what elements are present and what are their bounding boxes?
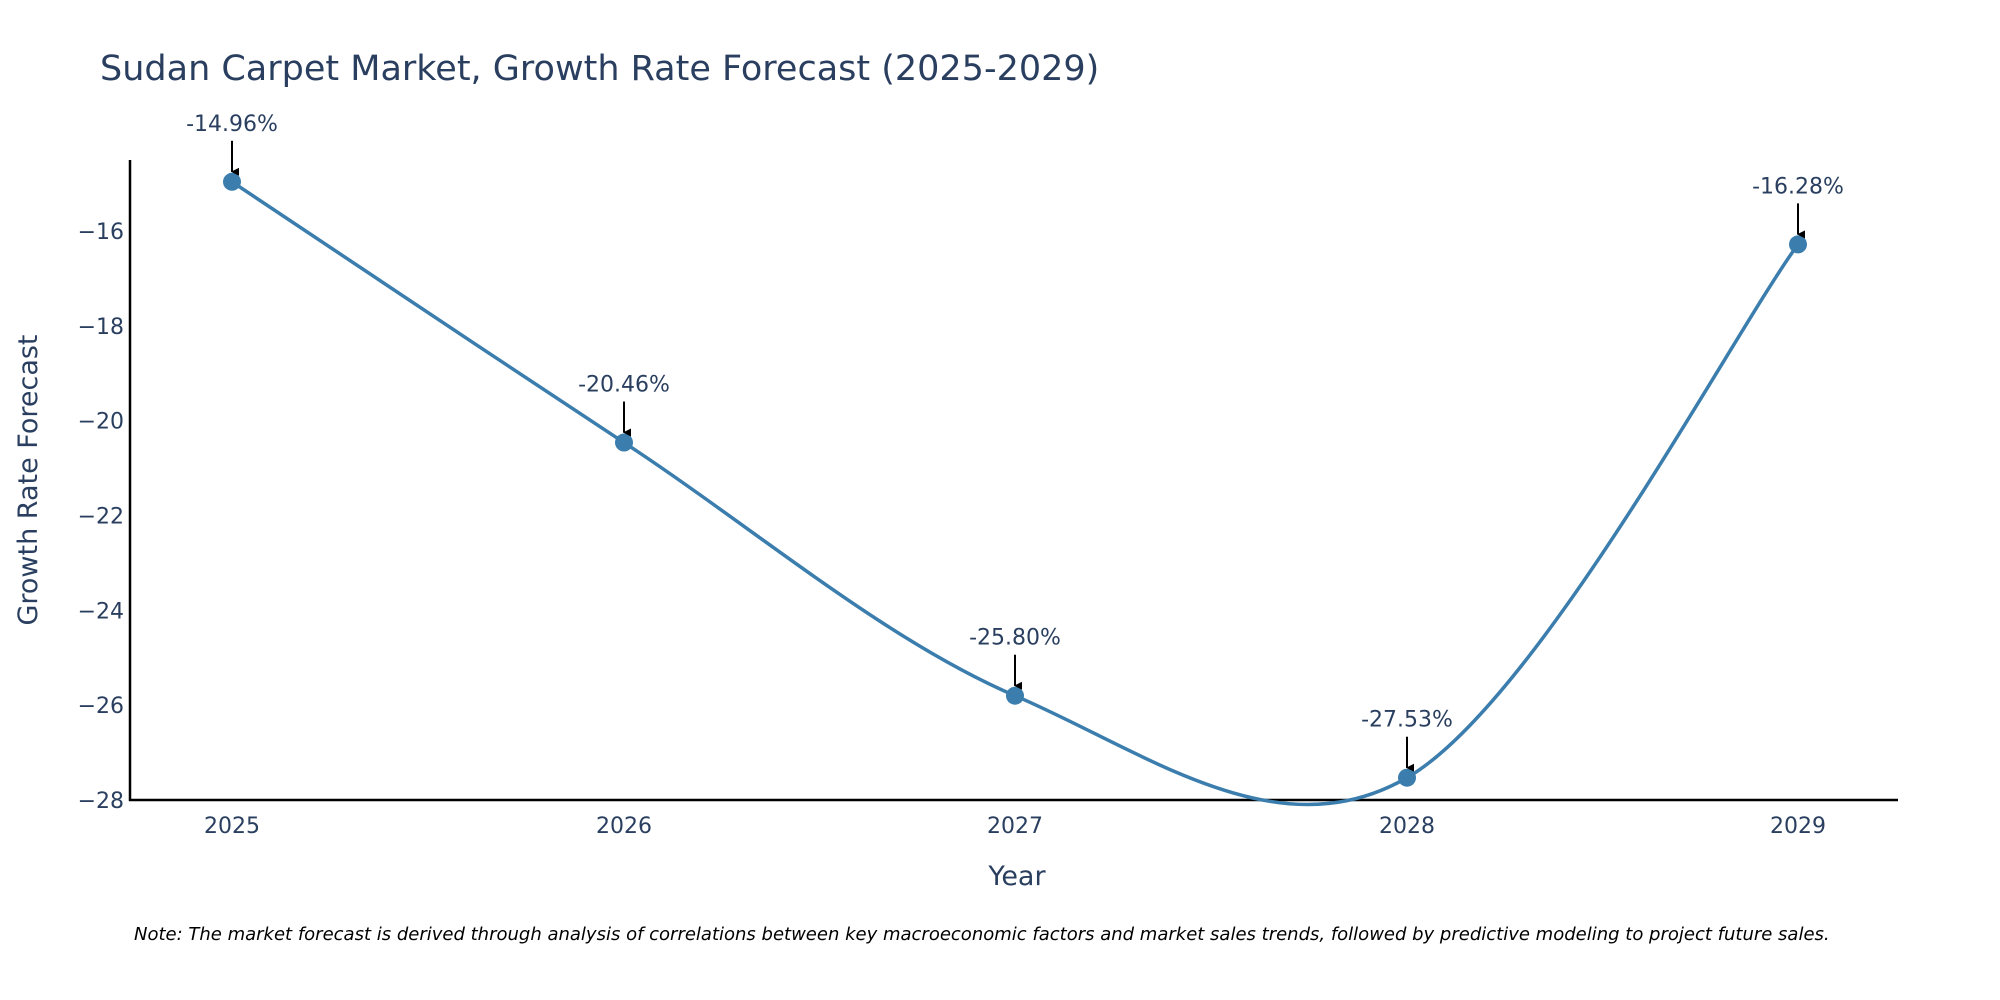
y-tick-label: −20: [78, 410, 124, 435]
x-tick-label: 2026: [596, 814, 652, 839]
data-label: -16.28%: [1752, 174, 1844, 199]
x-axis-title: Year: [987, 861, 1046, 892]
data-label: -14.96%: [186, 112, 278, 137]
data-point: [615, 433, 633, 452]
y-tick-label: −24: [78, 599, 124, 624]
y-tick-label: −16: [78, 220, 124, 245]
x-axis-ticks: 2025 2026 2027 2028 2029: [204, 814, 1826, 839]
y-axis-ticks: −16 −18 −20 −22 −24 −26 −28: [78, 220, 124, 814]
y-tick-label: −22: [78, 505, 124, 530]
y-axis-title: Growth Rate Forecast: [13, 334, 44, 625]
data-label: -27.53%: [1361, 708, 1453, 733]
data-point: [1789, 235, 1807, 254]
footnote: Note: The market forecast is derived thr…: [134, 924, 1830, 945]
y-tick-label: −26: [78, 694, 124, 719]
data-labels: -14.96% -20.46% -25.80% -27.53% -16.28%: [186, 112, 1844, 772]
data-point: [223, 172, 241, 191]
data-point: [1006, 686, 1024, 705]
x-tick-label: 2027: [987, 814, 1043, 839]
data-point: [1398, 768, 1416, 787]
x-tick-label: 2029: [1770, 814, 1826, 839]
x-tick-label: 2025: [204, 814, 260, 839]
plot-area: −16−18−20−22−24−26−28 2025 2026 2027 2028 20…: [78, 112, 1898, 839]
data-label: -20.46%: [578, 373, 670, 398]
data-points: [223, 172, 1807, 787]
chart-title: Sudan Carpet Market, Growth Rate Forecas…: [100, 49, 1099, 89]
data-label: -25.80%: [969, 626, 1061, 651]
x-tick-label: 2028: [1379, 814, 1435, 839]
series-line: [231, 180, 1800, 807]
y-tick-label: −18: [78, 315, 124, 340]
y-tick-label: −28: [78, 789, 124, 814]
